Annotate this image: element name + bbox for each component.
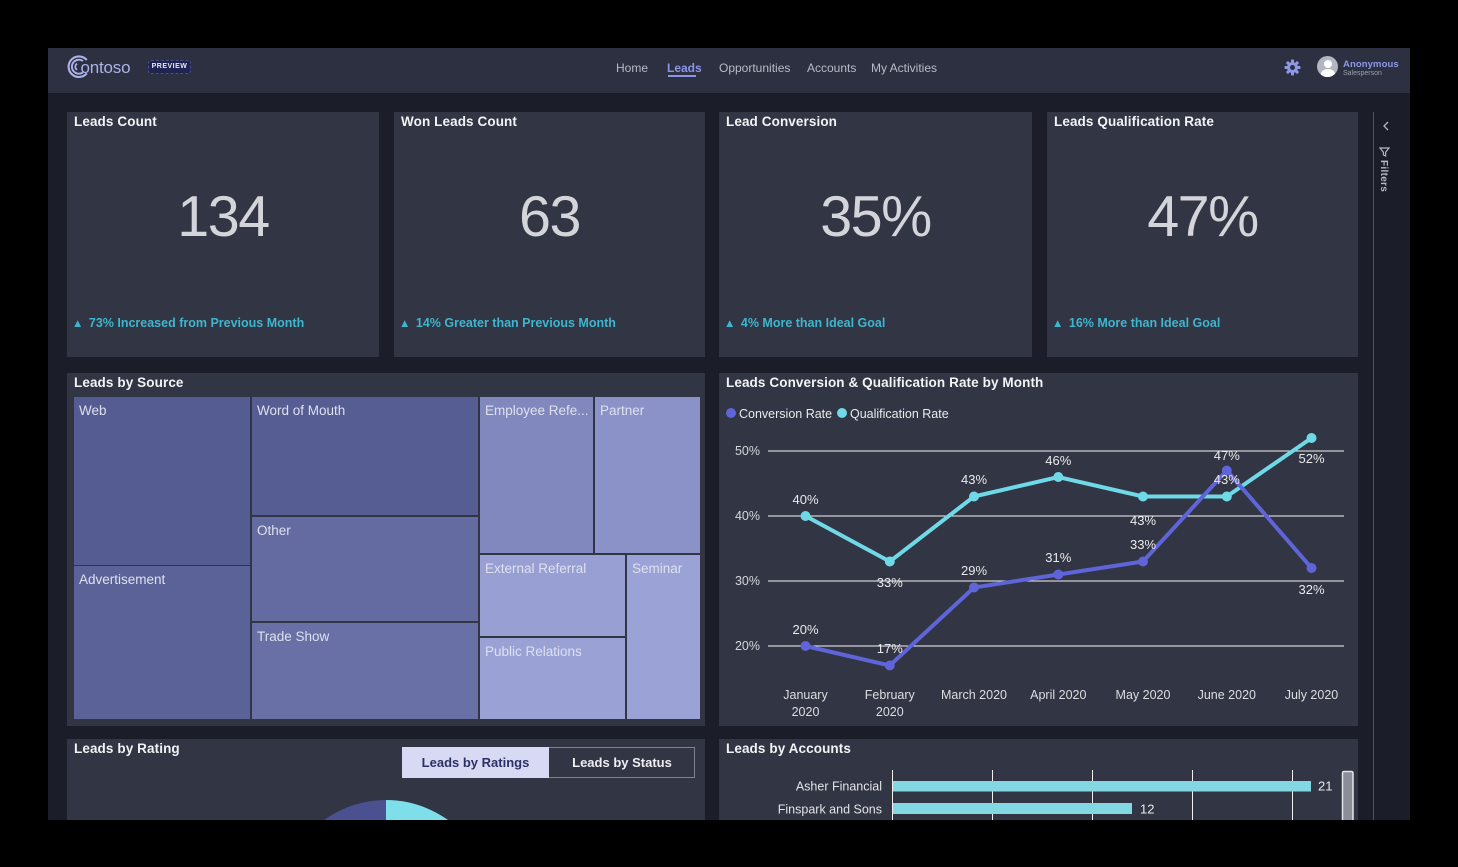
svg-text:March 2020: March 2020: [941, 688, 1007, 702]
svg-text:40%: 40%: [792, 492, 818, 507]
svg-text:Finspark and Sons: Finspark and Sons: [778, 803, 882, 817]
svg-text:June 2020: June 2020: [1198, 688, 1256, 702]
svg-text:50%: 50%: [735, 444, 760, 458]
svg-text:April 2020: April 2020: [1030, 688, 1086, 702]
svg-text:43%: 43%: [961, 472, 987, 487]
svg-text:40%: 40%: [735, 509, 760, 523]
svg-text:31%: 31%: [1045, 550, 1071, 565]
svg-text:46%: 46%: [1045, 453, 1071, 468]
svg-text:May 2020: May 2020: [1116, 688, 1171, 702]
svg-text:February: February: [865, 688, 916, 702]
svg-text:20%: 20%: [792, 622, 818, 637]
svg-text:30%: 30%: [735, 574, 760, 588]
svg-text:20%: 20%: [735, 639, 760, 653]
svg-text:January: January: [783, 688, 828, 702]
svg-text:43%: 43%: [1214, 472, 1240, 487]
svg-text:21: 21: [1318, 779, 1332, 794]
svg-text:2020: 2020: [876, 705, 904, 719]
svg-text:2020: 2020: [792, 705, 820, 719]
svg-text:Qualification Rate: Qualification Rate: [850, 407, 949, 421]
svg-text:17%: 17%: [877, 641, 903, 656]
svg-text:Asher Financial: Asher Financial: [796, 780, 882, 794]
svg-text:12: 12: [1140, 802, 1154, 817]
svg-text:32%: 32%: [1298, 582, 1324, 597]
svg-text:Conversion Rate: Conversion Rate: [739, 407, 832, 421]
svg-text:43%: 43%: [1130, 513, 1156, 528]
svg-text:29%: 29%: [961, 563, 987, 578]
svg-text:33%: 33%: [1130, 537, 1156, 552]
svg-text:47%: 47%: [1214, 448, 1240, 463]
svg-text:33%: 33%: [877, 575, 903, 590]
svg-text:52%: 52%: [1298, 451, 1324, 466]
svg-text:July 2020: July 2020: [1285, 688, 1339, 702]
